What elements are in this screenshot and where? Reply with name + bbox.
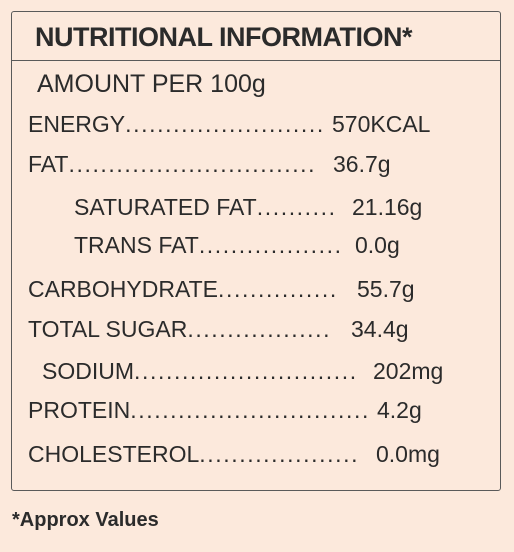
- label-with-leader: TRANS FAT..................: [74, 234, 355, 257]
- footnote: *Approx Values: [12, 509, 159, 531]
- nutrient-label: SODIUM: [42, 360, 134, 383]
- nutrient-value: 36.7g: [333, 151, 391, 177]
- label-border: [11, 11, 501, 491]
- title-rule: [12, 60, 500, 61]
- nutrient-value: 0.0mg: [376, 441, 440, 467]
- dot-leader: ..........: [256, 196, 337, 219]
- nutrient-value: 202mg: [373, 358, 444, 384]
- dot-leader: ..................: [187, 318, 332, 341]
- serving-size: AMOUNT PER 100g: [37, 70, 266, 98]
- nutrient-label: SATURATED FAT: [74, 196, 257, 219]
- nutrient-label: ENERGY: [28, 113, 126, 136]
- nutrient-value: 55.7g: [357, 276, 415, 302]
- label-with-leader: CHOLESTEROL....................: [28, 443, 376, 466]
- nutrient-value: 0.0g: [355, 232, 400, 258]
- nutrient-value: 34.4g: [351, 316, 409, 342]
- label-with-leader: CARBOHYDRATE...............: [28, 278, 357, 301]
- nutrient-label: PROTEIN: [28, 399, 131, 422]
- nutrient-label: CHOLESTEROL: [28, 443, 200, 466]
- label-with-leader: TOTAL SUGAR..................: [28, 318, 351, 341]
- nutrient-label: TRANS FAT: [74, 234, 199, 257]
- title: NUTRITIONAL INFORMATION*: [35, 22, 412, 52]
- dot-leader: ...............: [218, 278, 338, 301]
- nutrient-label: FAT: [28, 153, 69, 176]
- dot-leader: .........................: [125, 113, 325, 136]
- nutrient-label: TOTAL SUGAR: [28, 318, 188, 341]
- label-with-leader: PROTEIN..............................: [28, 399, 377, 422]
- label-with-leader: ENERGY.........................: [28, 113, 332, 136]
- dot-leader: ..............................: [130, 399, 370, 422]
- dot-leader: ..................: [198, 234, 343, 257]
- nutrient-value: 570KCAL: [332, 111, 431, 137]
- nutrient-value: 21.16g: [352, 194, 423, 220]
- nutrient-label: CARBOHYDRATE: [28, 278, 218, 301]
- dot-leader: ...............................: [68, 153, 317, 176]
- nutrient-value: 4.2g: [377, 397, 422, 423]
- label-with-leader: SODIUM............................: [42, 360, 373, 383]
- dot-leader: ............................: [134, 360, 358, 383]
- label-with-leader: SATURATED FAT..........: [74, 196, 352, 219]
- label-with-leader: FAT...............................: [28, 153, 333, 176]
- dot-leader: ....................: [199, 443, 360, 466]
